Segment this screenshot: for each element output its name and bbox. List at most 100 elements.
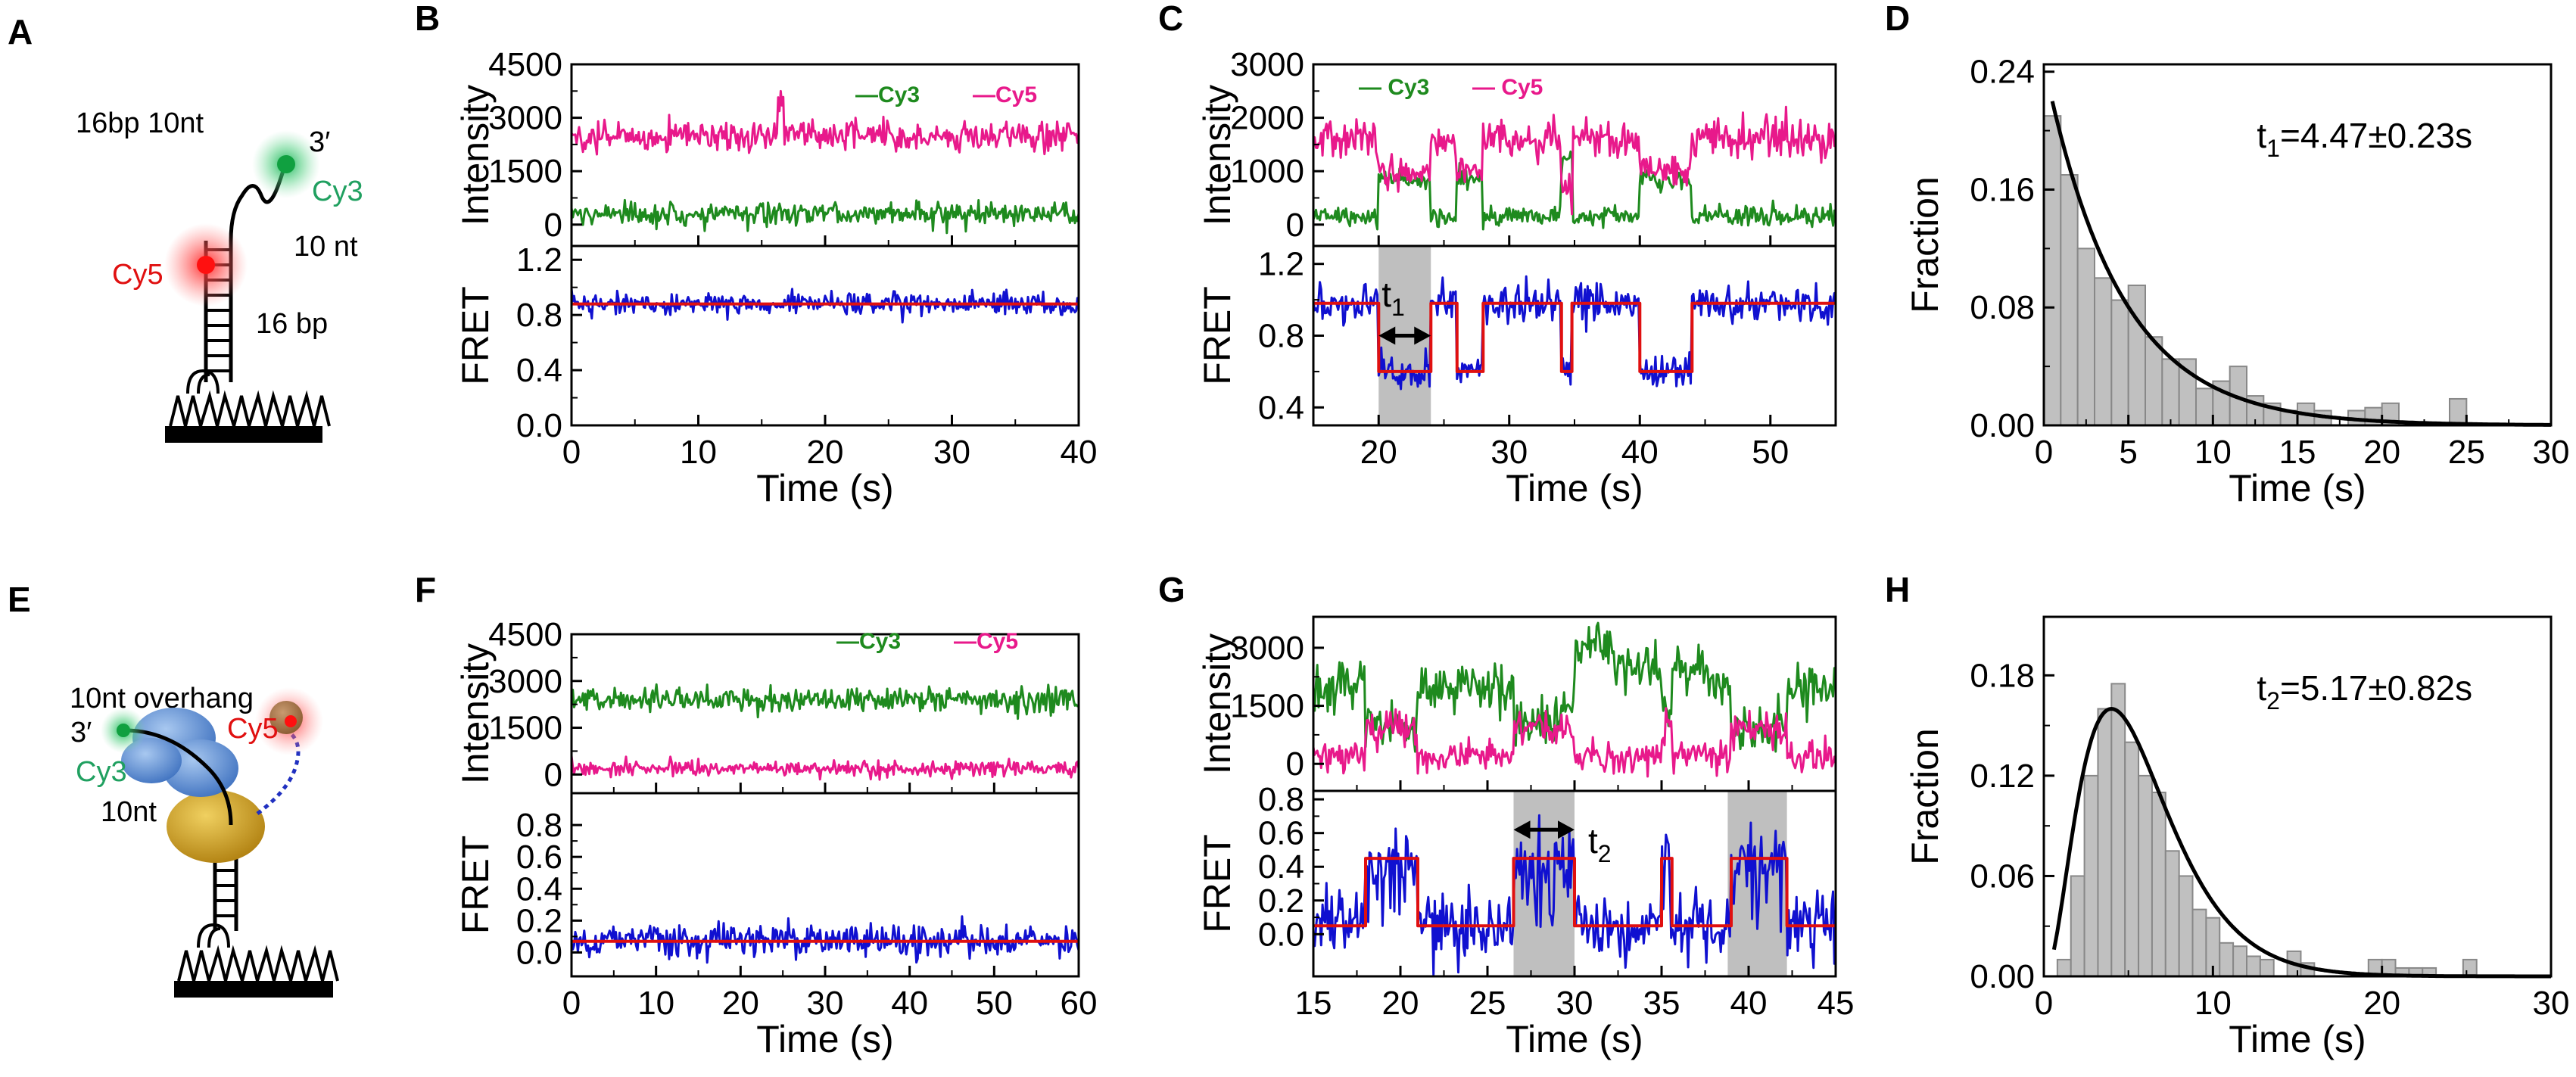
panel-f-int-ytick-label-1: 1500 bbox=[488, 710, 562, 747]
panel-h-bar-30 bbox=[2462, 958, 2478, 978]
panel-c-fret-xtick-label-1: 30 bbox=[1490, 434, 1528, 471]
panel-b-intensity-ylabel: Intensity bbox=[454, 85, 497, 226]
panel-a-schematic: A 16bp 10nt 3′ Cy3 Cy5 10 nt 16 bp bbox=[8, 12, 363, 443]
panel-d-xtick-label-4: 20 bbox=[2363, 434, 2400, 471]
panel-e-label: E bbox=[8, 580, 31, 619]
panel-f-fret-xtick-label-3: 30 bbox=[807, 985, 844, 1022]
panel-d-ytick-label-3: 0.24 bbox=[1970, 54, 2035, 91]
panel-f-fret-ytick-label-2: 0.4 bbox=[516, 870, 562, 907]
panel-g-fret-ytick-label-1: 0.2 bbox=[1258, 882, 1304, 920]
panel-f-fret-ytick-label-0: 0.0 bbox=[516, 934, 562, 971]
panel-c-label: C bbox=[1158, 0, 1183, 38]
panel-f-legend-cy3: —Cy3 bbox=[836, 629, 901, 654]
panel-a-nt: 10 nt bbox=[294, 231, 358, 263]
panel-b-int-ytick-label-2: 3000 bbox=[488, 100, 562, 137]
panel-b-fret-ytick-label-3: 1.2 bbox=[516, 241, 562, 279]
panel-f-fret-ytick-label-4: 0.8 bbox=[516, 807, 562, 844]
panel-g-int-ytick-label-2: 3000 bbox=[1230, 630, 1304, 667]
panel-d-bar-7 bbox=[2161, 358, 2180, 426]
panel-g-int-ytick-label-1: 1500 bbox=[1230, 688, 1304, 725]
panel-h-label: H bbox=[1885, 570, 1910, 609]
panel-b-legend-cy5: —Cy5 bbox=[973, 82, 1037, 107]
panel-g-dwell-arrow-right bbox=[1558, 820, 1575, 839]
panel-b-fret-xtick-label-3: 30 bbox=[933, 434, 970, 471]
cy3-dye-e bbox=[117, 724, 130, 737]
panel-f-label: F bbox=[415, 570, 436, 609]
panel-f-fret-ytick-label-3: 0.6 bbox=[516, 839, 562, 876]
panel-c-int-ytick-label-1: 1000 bbox=[1230, 153, 1304, 190]
panel-d-xtick-label-2: 10 bbox=[2194, 434, 2232, 471]
panel-a-cy5: Cy5 bbox=[112, 259, 164, 291]
panel-h-xtick-label-3: 30 bbox=[2533, 985, 2570, 1022]
panel-d-label: D bbox=[1885, 0, 1910, 38]
panel-g-fret-ytick-label-3: 0.6 bbox=[1258, 815, 1304, 852]
panel-g-dwell-arrow-left bbox=[1513, 820, 1531, 839]
panel-b-fret-trace bbox=[570, 288, 1080, 324]
panel-b-fret-ytick-label-1: 0.4 bbox=[516, 352, 562, 389]
panel-a-cy3: Cy3 bbox=[312, 176, 363, 207]
protein-gold bbox=[167, 790, 265, 863]
panel-d-ytick-label-0: 0.00 bbox=[1970, 407, 2035, 444]
panel-h-bar-12 bbox=[2219, 942, 2235, 978]
panel-h-annotation: t2=5.17±0.82s bbox=[2257, 668, 2472, 714]
panel-g-fret-ytick-label-2: 0.4 bbox=[1258, 848, 1304, 886]
panel-b-legend-cy3: —Cy3 bbox=[855, 82, 920, 107]
panel-c-legend-cy5: — Cy5 bbox=[1472, 75, 1543, 100]
panel-g-fret-xtick-label-4: 35 bbox=[1643, 985, 1680, 1022]
panel-h-bar-4 bbox=[2110, 683, 2126, 977]
panel-g-fret-fit bbox=[1313, 857, 1836, 928]
panel-b-int-ytick-label-1: 1500 bbox=[488, 153, 562, 190]
panel-d-xtick-label-0: 0 bbox=[2035, 434, 2053, 471]
surface-brush-e bbox=[177, 945, 339, 987]
panel-h-ytick-label-2: 0.12 bbox=[1970, 758, 2035, 795]
panel-c-fret-ytick-label-1: 0.8 bbox=[1258, 318, 1304, 355]
panel-d-xtick-label-5: 25 bbox=[2448, 434, 2485, 471]
panel-d-bar-2 bbox=[2076, 247, 2096, 426]
panel-h-bar-3 bbox=[2097, 708, 2113, 978]
panel-e-schematic: E 10nt overhang 3′ Cy3 Cy5 10nt bbox=[8, 580, 339, 998]
panel-b-fret-ylabel: FRET bbox=[454, 286, 497, 385]
panel-c-int-ytick-label-0: 0 bbox=[1286, 207, 1304, 244]
panel-g-xlabel: Time (s) bbox=[1506, 1018, 1643, 1060]
panel-f-cy3-trace bbox=[570, 683, 1079, 721]
panel-g-cy3-trace bbox=[1312, 621, 1837, 753]
panel-a-label: A bbox=[8, 12, 33, 51]
surface-base bbox=[165, 426, 322, 443]
panel-b-int-ytick-label-0: 0 bbox=[544, 207, 562, 244]
panel-h-bar-2 bbox=[2083, 774, 2099, 977]
overhang-strand-e bbox=[124, 728, 233, 826]
panel-b-fret-ytick-label-0: 0.0 bbox=[516, 407, 562, 444]
panel-c-int-ytick-label-2: 2000 bbox=[1230, 100, 1304, 137]
panel-c-dwell-label: t1 bbox=[1381, 275, 1405, 321]
protein-blue-3 bbox=[121, 738, 182, 783]
panel-h-bar-6 bbox=[2138, 774, 2153, 977]
panel-f-xlabel: Time (s) bbox=[756, 1018, 893, 1060]
panel-e-cy5: Cy5 bbox=[227, 713, 279, 745]
panel-b-xlabel: Time (s) bbox=[756, 467, 893, 509]
panel-g-fret-xtick-label-6: 45 bbox=[1818, 985, 1855, 1022]
panel-h-ytick-label-1: 0.06 bbox=[1970, 858, 2035, 895]
panel-a-title: 16bp 10nt bbox=[76, 107, 204, 139]
panel-h-bar-7 bbox=[2151, 791, 2166, 977]
panel-f-int-ytick-label-3: 4500 bbox=[488, 616, 562, 653]
panel-g-intensity-ylabel: Intensity bbox=[1196, 633, 1238, 774]
panel-g-fret-ytick-label-0: 0.0 bbox=[1258, 916, 1304, 953]
panel-d-fit-curve bbox=[2050, 101, 2552, 427]
panel-h-xtick-label-1: 10 bbox=[2194, 985, 2232, 1022]
panel-d-xlabel: Time (s) bbox=[2229, 467, 2366, 509]
panel-c-xlabel: Time (s) bbox=[1506, 467, 1643, 509]
panel-h-ytick-label-3: 0.18 bbox=[1970, 657, 2035, 694]
panel-d-bar-9 bbox=[2195, 388, 2214, 427]
panel-f-fret-xtick-label-2: 20 bbox=[722, 985, 759, 1022]
panel-h-xlabel: Time (s) bbox=[2229, 1018, 2366, 1060]
panel-e-nt: 10nt bbox=[101, 796, 157, 828]
panel-d-ylabel: Fraction bbox=[1904, 176, 1946, 313]
panel-f-fret-xtick-label-1: 10 bbox=[637, 985, 674, 1022]
panel-g-fret-xtick-label-2: 25 bbox=[1469, 985, 1506, 1022]
panel-h-bar-14 bbox=[2246, 955, 2261, 978]
panel-d-annotation: t1=4.47±0.23s bbox=[2257, 116, 2472, 162]
